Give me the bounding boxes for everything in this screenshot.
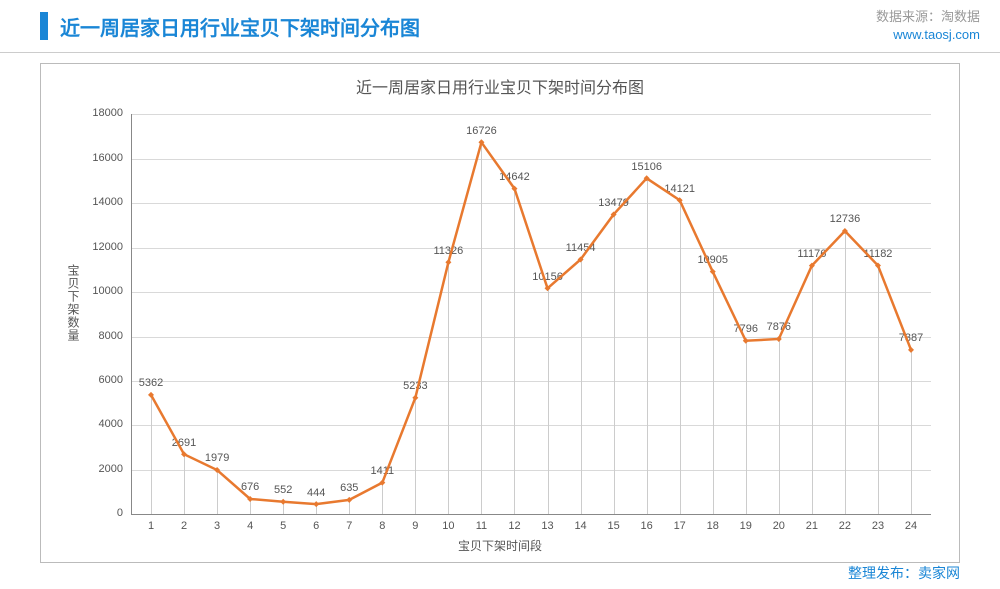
plot-area: 0200040006000800010000120001400016000180… (131, 114, 931, 514)
x-tick-label: 3 (209, 520, 225, 532)
series-line (151, 143, 911, 505)
source-block: 数据来源：淘数据 www.taosj.com (876, 8, 980, 44)
chart-container: 近一周居家日用行业宝贝下架时间分布图 宝贝下架数量 02000400060008… (40, 63, 960, 563)
y-tick-label: 6000 (81, 374, 123, 386)
x-tick-label: 15 (606, 520, 622, 532)
source-link[interactable]: www.taosj.com (876, 26, 980, 44)
x-tick-label: 6 (308, 520, 324, 532)
x-tick-label: 17 (672, 520, 688, 532)
x-tick-label: 7 (341, 520, 357, 532)
x-tick-label: 22 (837, 520, 853, 532)
x-tick-label: 4 (242, 520, 258, 532)
y-tick-label: 8000 (81, 330, 123, 342)
x-tick-label: 11 (473, 520, 489, 532)
y-tick-label: 12000 (81, 241, 123, 253)
x-tick-label: 13 (540, 520, 556, 532)
x-tick-label: 9 (407, 520, 423, 532)
y-tick-label: 4000 (81, 418, 123, 430)
y-tick-label: 18000 (81, 107, 123, 119)
data-marker (280, 499, 286, 505)
x-axis-label: 宝贝下架时间段 (41, 537, 959, 554)
x-tick-label: 1 (143, 520, 159, 532)
x-tick-label: 19 (738, 520, 754, 532)
y-tick-label: 14000 (81, 196, 123, 208)
source-label: 数据来源：淘数据 (876, 8, 980, 26)
chart-title: 近一周居家日用行业宝贝下架时间分布图 (41, 64, 959, 102)
y-tick-label: 0 (81, 507, 123, 519)
y-axis-label: 宝贝下架数量 (65, 264, 82, 342)
page-title: 近一周居家日用行业宝贝下架时间分布图 (60, 12, 420, 41)
line-svg (131, 114, 931, 514)
x-tick-label: 24 (903, 520, 919, 532)
title-wrap: 近一周居家日用行业宝贝下架时间分布图 (0, 12, 420, 41)
x-tick-label: 12 (506, 520, 522, 532)
title-accent-bar (40, 12, 48, 40)
x-tick-label: 10 (440, 520, 456, 532)
x-tick-label: 20 (771, 520, 787, 532)
y-tick-label: 10000 (81, 285, 123, 297)
x-tick-label: 16 (639, 520, 655, 532)
data-marker (313, 502, 319, 508)
data-marker (445, 260, 451, 266)
header-bar: 近一周居家日用行业宝贝下架时间分布图 数据来源：淘数据 www.taosj.co… (0, 0, 1000, 53)
x-axis-line (131, 514, 931, 515)
x-tick-label: 5 (275, 520, 291, 532)
y-tick-label: 16000 (81, 152, 123, 164)
x-tick-label: 14 (573, 520, 589, 532)
x-tick-label: 8 (374, 520, 390, 532)
x-tick-label: 2 (176, 520, 192, 532)
footer-credit: 整理发布：卖家网 (848, 563, 960, 583)
x-tick-label: 21 (804, 520, 820, 532)
y-tick-label: 2000 (81, 463, 123, 475)
x-tick-label: 18 (705, 520, 721, 532)
x-tick-label: 23 (870, 520, 886, 532)
